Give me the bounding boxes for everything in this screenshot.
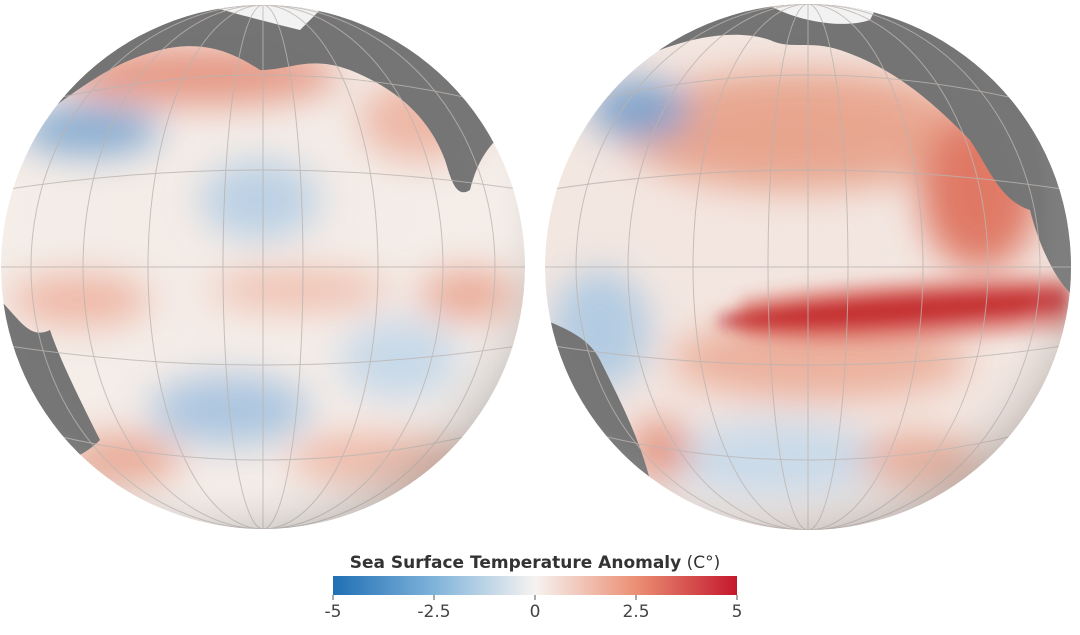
tick-label: 2.5 — [622, 602, 649, 622]
globe-right — [545, 4, 1071, 530]
legend-unit: (C°) — [687, 553, 721, 573]
tick-label: -2.5 — [417, 602, 450, 622]
legend-title: Sea Surface Temperature Anomaly (C°) — [350, 553, 721, 573]
legend-title-text: Sea Surface Temperature Anomaly — [350, 553, 682, 573]
tick-label: 5 — [732, 602, 743, 622]
colorbar — [333, 576, 737, 595]
tick-label: 0 — [530, 602, 541, 622]
globe-left — [1, 5, 525, 529]
tick-label: -5 — [325, 602, 342, 622]
